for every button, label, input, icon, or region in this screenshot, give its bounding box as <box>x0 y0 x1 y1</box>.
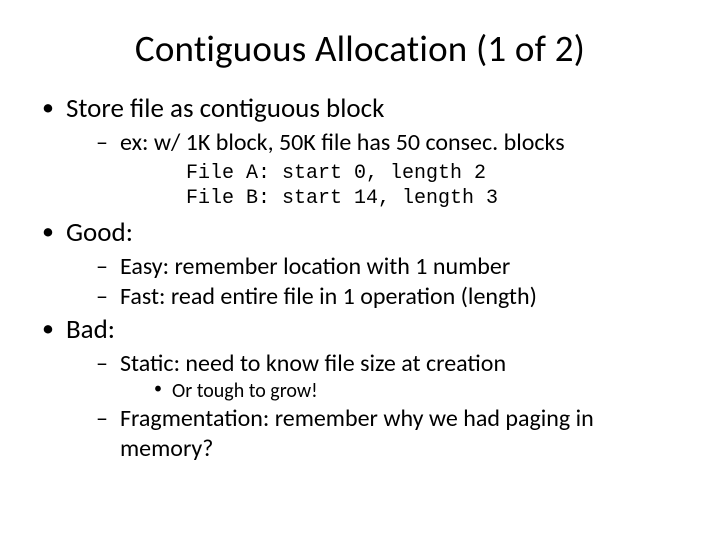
bullet-good: Good: Easy: remember location with 1 num… <box>40 217 684 311</box>
bullet-list: Good: Easy: remember location with 1 num… <box>36 217 684 463</box>
bullet-text: Store file as contiguous block <box>66 92 384 125</box>
bullet-bad: Bad: Static: need to know file size at c… <box>40 314 684 463</box>
code-line: File A: start 0, length 2 <box>186 162 486 185</box>
sub-bullet-easy: Easy: remember location with 1 number <box>96 252 684 281</box>
sub-list: Easy: remember location with 1 number Fa… <box>66 252 684 312</box>
slide-title: Contiguous Allocation (1 of 2) <box>36 26 684 71</box>
sub-bullet-fragmentation: Fragmentation: remember why we had pagin… <box>96 404 684 463</box>
bullet-store-contiguous: Store file as contiguous block ex: w/ 1K… <box>40 93 684 157</box>
sub-sub-list: Or tough to grow! <box>120 379 684 403</box>
sub-bullet-example: ex: w/ 1K block, 50K file has 50 consec.… <box>96 128 684 157</box>
sub-sub-bullet-grow: Or tough to grow! <box>154 379 684 403</box>
code-block: File A: start 0, length 2 File B: start … <box>186 161 684 211</box>
slide: Contiguous Allocation (1 of 2) Store fil… <box>0 0 720 540</box>
bullet-list: Store file as contiguous block ex: w/ 1K… <box>36 93 684 157</box>
bullet-text: Or tough to grow! <box>172 379 318 403</box>
sub-list: ex: w/ 1K block, 50K file has 50 consec.… <box>66 128 684 157</box>
bullet-text: ex: w/ 1K block, 50K file has 50 consec.… <box>120 128 565 157</box>
sub-list: Static: need to know file size at creati… <box>66 349 684 463</box>
sub-bullet-static: Static: need to know file size at creati… <box>96 349 684 404</box>
bullet-text: Fast: read entire file in 1 operation (l… <box>120 282 537 311</box>
code-line: File B: start 14, length 3 <box>186 187 498 210</box>
bullet-text: Fragmentation: remember why we had pagin… <box>120 404 594 462</box>
sub-bullet-fast: Fast: read entire file in 1 operation (l… <box>96 282 684 311</box>
bullet-text: Bad: <box>66 313 115 346</box>
bullet-text: Easy: remember location with 1 number <box>120 252 510 281</box>
bullet-text: Good: <box>66 216 133 249</box>
bullet-text: Static: need to know file size at creati… <box>120 349 506 378</box>
